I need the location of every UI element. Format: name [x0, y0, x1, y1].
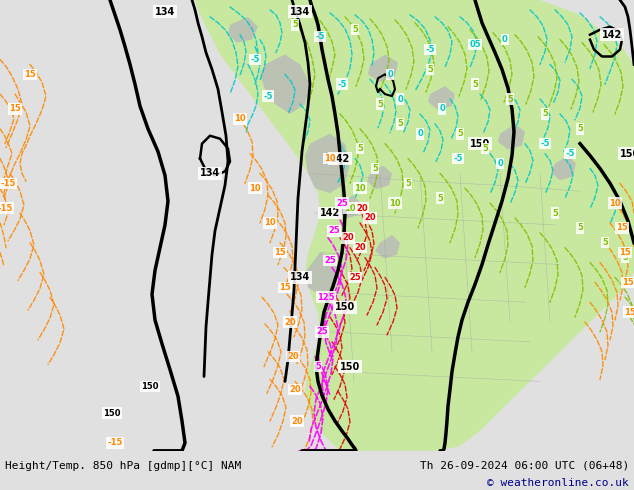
Text: 15: 15	[616, 223, 628, 232]
Text: 0: 0	[502, 35, 508, 44]
Text: 5: 5	[542, 109, 548, 119]
Text: 5: 5	[482, 144, 488, 153]
Text: -5: -5	[337, 80, 347, 89]
Text: 5: 5	[405, 179, 411, 188]
Text: 142: 142	[320, 208, 340, 218]
Text: 15: 15	[279, 283, 291, 292]
Text: 15: 15	[24, 70, 36, 79]
Text: 0: 0	[397, 95, 403, 103]
Text: 5: 5	[577, 124, 583, 133]
Text: -5: -5	[250, 55, 260, 64]
Text: 5: 5	[507, 95, 513, 103]
Text: -5: -5	[453, 154, 463, 163]
Polygon shape	[305, 134, 350, 193]
Text: 10: 10	[389, 198, 401, 208]
Text: 10: 10	[249, 184, 261, 193]
Text: 125: 125	[317, 293, 335, 302]
Text: 134: 134	[290, 272, 310, 282]
Text: 5: 5	[292, 20, 298, 29]
Polygon shape	[195, 0, 634, 451]
Text: 10: 10	[264, 219, 276, 227]
Text: Height/Temp. 850 hPa [gdmp][°C] NAM: Height/Temp. 850 hPa [gdmp][°C] NAM	[5, 461, 242, 471]
Polygon shape	[367, 166, 392, 189]
Text: -5: -5	[566, 149, 575, 158]
Polygon shape	[498, 124, 525, 149]
Text: -5: -5	[263, 92, 273, 100]
Text: Th 26-09-2024 06:00 UTC (06+48): Th 26-09-2024 06:00 UTC (06+48)	[420, 461, 629, 471]
Text: 10: 10	[344, 203, 356, 213]
Text: -15: -15	[0, 203, 13, 213]
Text: 0: 0	[497, 159, 503, 168]
Text: 5: 5	[315, 362, 321, 371]
Polygon shape	[260, 54, 310, 114]
Text: 5: 5	[577, 223, 583, 232]
Text: 15: 15	[624, 308, 634, 317]
Polygon shape	[337, 195, 361, 219]
Text: 15: 15	[9, 104, 21, 114]
Polygon shape	[228, 17, 258, 43]
Polygon shape	[551, 155, 576, 180]
Text: 142: 142	[330, 153, 350, 164]
Text: 5: 5	[472, 80, 478, 89]
Text: 150: 150	[103, 409, 120, 417]
Text: 142: 142	[602, 30, 622, 40]
Text: 20: 20	[364, 214, 376, 222]
Text: 10: 10	[234, 114, 246, 123]
Text: 5: 5	[377, 99, 383, 108]
Text: 134: 134	[155, 7, 175, 17]
Text: -5: -5	[425, 45, 435, 54]
Text: 25: 25	[324, 256, 336, 265]
Text: 10: 10	[354, 184, 366, 193]
Text: 20: 20	[342, 233, 354, 242]
Polygon shape	[368, 54, 398, 82]
Text: 5: 5	[352, 25, 358, 34]
Polygon shape	[375, 235, 400, 259]
Text: 20: 20	[284, 318, 296, 326]
Text: -15: -15	[0, 179, 16, 188]
Polygon shape	[485, 0, 634, 164]
Text: -5: -5	[315, 32, 325, 41]
Text: 5: 5	[457, 129, 463, 138]
Text: 150: 150	[340, 362, 360, 371]
Text: 5: 5	[397, 120, 403, 128]
Text: 20: 20	[354, 243, 366, 252]
Text: 5: 5	[357, 144, 363, 153]
Text: 15: 15	[619, 248, 631, 257]
Text: 134: 134	[290, 7, 310, 17]
Text: -15: -15	[107, 439, 123, 447]
Text: 5: 5	[552, 209, 558, 218]
Text: 5: 5	[372, 164, 378, 173]
Text: 20: 20	[356, 203, 368, 213]
Text: 5: 5	[602, 238, 608, 247]
Text: 150: 150	[335, 302, 355, 312]
Text: © weatheronline.co.uk: © weatheronline.co.uk	[487, 478, 629, 488]
Text: 5: 5	[622, 253, 628, 262]
Text: 20: 20	[287, 352, 299, 361]
Text: 25: 25	[349, 273, 361, 282]
Text: 10: 10	[324, 154, 336, 163]
Text: 25: 25	[336, 198, 348, 208]
Polygon shape	[305, 253, 340, 294]
Text: 0: 0	[439, 104, 445, 114]
Text: 20: 20	[291, 416, 303, 426]
Text: 134: 134	[200, 169, 220, 178]
Text: 15: 15	[622, 278, 634, 287]
Text: 10: 10	[609, 198, 621, 208]
Text: 150: 150	[470, 139, 490, 148]
Polygon shape	[428, 86, 455, 110]
Text: 150: 150	[141, 382, 158, 391]
Text: 25: 25	[316, 327, 328, 337]
Text: 0: 0	[417, 129, 423, 138]
Text: 0: 0	[387, 70, 393, 79]
Text: -5: -5	[540, 139, 550, 148]
Text: 5: 5	[437, 194, 443, 203]
Text: 150: 150	[620, 148, 634, 159]
Text: 25: 25	[328, 226, 340, 235]
Text: 20: 20	[289, 385, 301, 394]
Text: 05: 05	[469, 40, 481, 49]
Text: 5: 5	[427, 65, 433, 74]
Text: 15: 15	[274, 248, 286, 257]
